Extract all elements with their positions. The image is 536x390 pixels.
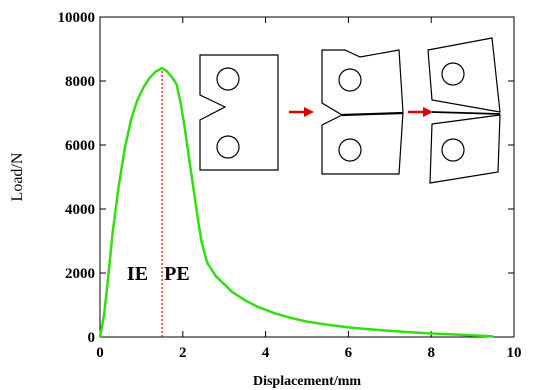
y-tick-label: 8000 xyxy=(65,74,95,90)
y-axis-ticks: 0 2000 4000 6000 8000 10000 xyxy=(58,10,514,346)
specimen-crack-start-illustration xyxy=(321,49,404,175)
x-axis-title: Displacement/mm xyxy=(253,374,361,389)
arrow-right-icon xyxy=(408,107,433,117)
x-tick-label: 10 xyxy=(507,345,522,361)
x-tick-label: 8 xyxy=(427,345,435,361)
region-label-pe: PE xyxy=(164,263,190,285)
arrow-right-icon xyxy=(289,107,314,117)
y-tick-label: 10000 xyxy=(58,10,96,26)
x-tick-label: 0 xyxy=(96,345,104,361)
specimen-notched-illustration xyxy=(199,54,279,171)
y-tick-label: 6000 xyxy=(65,138,95,154)
x-tick-label: 2 xyxy=(179,345,187,361)
y-tick-label: 4000 xyxy=(65,202,95,218)
series-line xyxy=(98,66,494,338)
y-axis-title: Load/N xyxy=(9,152,26,201)
region-label-ie: IE xyxy=(127,263,148,285)
y-tick-label: 0 xyxy=(88,330,96,346)
specimen-crack-open-illustration xyxy=(427,37,501,184)
x-tick-label: 4 xyxy=(262,345,270,361)
y-tick-label: 2000 xyxy=(65,266,95,282)
plot-frame xyxy=(99,16,515,338)
x-tick-label: 6 xyxy=(345,345,353,361)
